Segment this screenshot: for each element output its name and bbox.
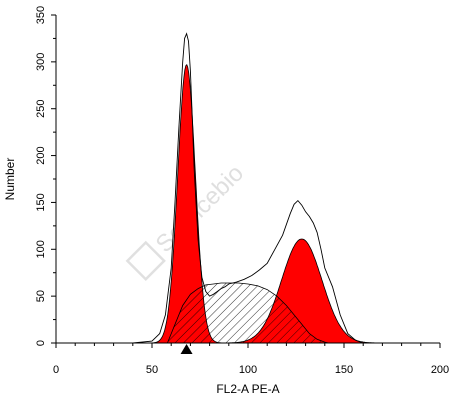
gate-marker-icon [180, 344, 193, 354]
x-tick-label-100: 100 [239, 364, 257, 376]
x-tick-label-0: 0 [53, 364, 59, 376]
watermark-text: Servicebio [151, 160, 249, 258]
x-tick-label-50: 50 [146, 364, 158, 376]
y-tick-label-0: 0 [35, 340, 47, 346]
y-tick-label-150: 150 [35, 193, 47, 211]
y-tick-label-50: 50 [35, 290, 47, 302]
histogram-outline-line [132, 32, 383, 344]
y-tick-label-350: 350 [35, 6, 47, 24]
y-tick-label-200: 200 [35, 146, 47, 164]
x-axis-title: FL2-A PE-A [216, 382, 279, 396]
y-tick-label-300: 300 [35, 53, 47, 71]
y-axis-title: Number [3, 158, 17, 201]
y-tick-label-100: 100 [35, 240, 47, 258]
x-tick-label-150: 150 [335, 364, 353, 376]
s-phase-area [166, 282, 329, 344]
y-tick-label-250: 250 [35, 100, 47, 118]
x-tick-label-200: 200 [431, 364, 449, 376]
watermark-logo-icon [125, 240, 166, 282]
